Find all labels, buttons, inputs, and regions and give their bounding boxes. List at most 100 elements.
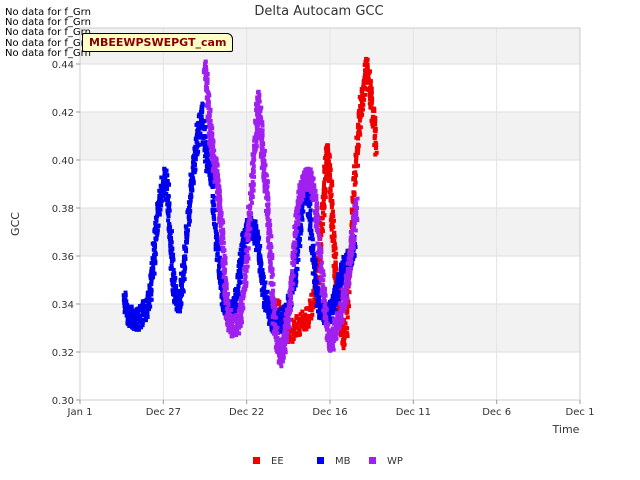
scatter-mark	[229, 308, 234, 313]
no-data-notice: No data for f_Grn	[5, 47, 91, 59]
legend-swatch	[369, 457, 376, 464]
data-point	[203, 62, 207, 66]
scatter-mark	[344, 276, 349, 281]
scatter-mark	[266, 197, 271, 202]
scatter-mark	[218, 197, 223, 202]
scatter-mark	[260, 123, 265, 128]
y-axis: 0.30 0.32 0.34 0.36 0.38 0.40 0.42 0.44	[52, 60, 80, 407]
scatter-mark	[250, 194, 255, 199]
scatter-mark	[241, 289, 246, 294]
scatter-mark	[369, 90, 374, 95]
scatter-mark	[162, 180, 167, 185]
scatter-mark	[331, 337, 336, 342]
scatter-mark	[270, 270, 275, 275]
scatter-mark	[122, 304, 127, 309]
data-point	[297, 239, 301, 244]
scatter-mark	[235, 302, 240, 307]
scatter-mark	[167, 235, 172, 240]
x-tick-label: Dec 1	[566, 407, 595, 418]
scatter-mark	[298, 180, 303, 185]
scatter-mark	[221, 308, 226, 313]
scatter-mark	[319, 250, 324, 255]
scatter-mark	[191, 158, 196, 163]
scatter-mark	[211, 154, 216, 159]
x-tick-label: Dec 11	[396, 407, 431, 418]
scatter-mark	[328, 299, 333, 304]
scatter-mark	[363, 73, 368, 78]
scatter-mark	[165, 211, 170, 216]
scatter-mark	[259, 147, 264, 152]
scatter-mark	[205, 77, 210, 82]
scatter-mark	[339, 317, 344, 322]
scatter-mark	[218, 270, 223, 275]
scatter-mark	[187, 218, 192, 223]
scatter-mark	[238, 272, 243, 277]
scatter-mark	[231, 317, 236, 322]
scatter-mark	[320, 284, 325, 289]
scatter-mark	[140, 321, 145, 326]
scatter-mark	[243, 245, 248, 250]
scatter-mark	[153, 250, 158, 255]
data-point	[266, 206, 270, 210]
scatter-mark	[234, 294, 239, 299]
scatter-mark	[350, 215, 355, 220]
scatter-mark	[210, 131, 215, 136]
scatter-mark	[369, 86, 374, 91]
scatter-mark	[267, 309, 272, 314]
data-point	[319, 263, 323, 268]
data-point	[355, 206, 359, 210]
scatter-mark	[149, 282, 154, 287]
scatter-mark	[308, 167, 313, 172]
scatter-mark	[372, 136, 377, 141]
scatter-mark	[257, 246, 262, 251]
scatter-mark	[348, 272, 353, 277]
scatter-mark	[211, 200, 216, 205]
scatter-mark	[206, 99, 211, 104]
scatter-mark	[307, 214, 312, 219]
scatter-mark	[175, 299, 180, 304]
scatter-mark	[256, 89, 261, 94]
scatter-mark	[322, 304, 327, 309]
scatter-mark	[217, 189, 222, 194]
scatter-mark	[344, 300, 349, 305]
scatter-mark	[172, 271, 177, 276]
scatter-mark	[334, 267, 339, 272]
scatter-mark	[261, 160, 266, 165]
scatter-mark	[308, 173, 313, 178]
scatter-mark	[260, 130, 265, 135]
scatter-mark	[233, 329, 238, 334]
scatter-mark	[322, 289, 327, 294]
scatter-mark	[185, 233, 190, 238]
scatter-mark	[290, 269, 295, 274]
scatter-mark	[270, 288, 275, 293]
scatter-mark	[256, 111, 261, 116]
scatter-mark	[324, 316, 329, 321]
scatter-mark	[279, 364, 284, 369]
scatter-mark	[145, 314, 150, 319]
scatter-mark	[242, 280, 247, 285]
scatter-mark	[318, 253, 323, 258]
scatter-mark	[322, 183, 327, 188]
scatter-mark	[319, 243, 324, 248]
scatter-mark	[283, 342, 288, 347]
scatter-mark	[169, 263, 174, 268]
scatter-mark	[198, 131, 203, 136]
scatter-mark	[326, 147, 331, 152]
scatter-mark	[167, 208, 172, 213]
scatter-mark	[290, 275, 295, 280]
scatter-mark	[240, 302, 245, 307]
scatter-mark	[347, 290, 352, 295]
scatter-mark	[246, 222, 251, 227]
scatter-mark	[293, 275, 298, 280]
scatter-mark	[199, 125, 204, 130]
scatter-mark	[343, 304, 348, 309]
scatter-mark	[313, 267, 318, 272]
scatter-mark	[308, 220, 313, 225]
scatter-mark	[259, 142, 264, 147]
scatter-mark	[315, 213, 320, 218]
scatter-mark	[238, 323, 243, 328]
scatter-mark	[283, 348, 288, 353]
scatter-mark	[257, 93, 262, 98]
scatter-mark	[161, 191, 166, 196]
scatter-mark	[276, 301, 281, 306]
